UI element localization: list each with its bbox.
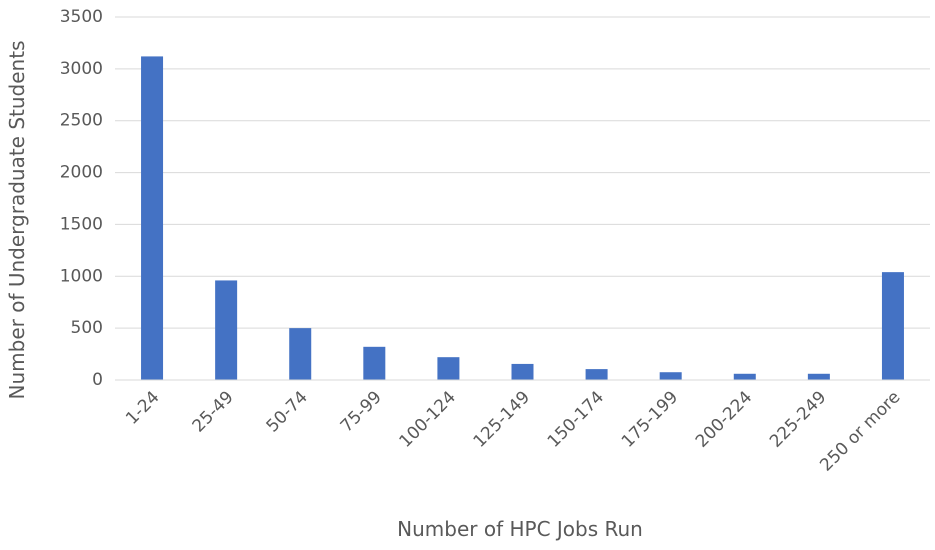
x-tick-label: 50-74	[263, 387, 312, 436]
y-tick-label: 3000	[60, 59, 103, 79]
bar	[437, 357, 460, 380]
bar	[807, 373, 830, 380]
y-tick-label: 1500	[60, 214, 103, 234]
x-tick-label: 225-249	[766, 387, 830, 451]
bar	[215, 280, 238, 380]
x-tick-label: 150-174	[544, 387, 608, 451]
y-tick-label: 2500	[60, 111, 103, 131]
x-tick-label: 175-199	[618, 387, 682, 451]
x-tick-label: 1-24	[122, 387, 163, 428]
bar	[733, 373, 756, 380]
x-tick-label: 75-99	[337, 387, 386, 436]
y-axis-title: Number of Undergraduate Students	[5, 41, 29, 400]
y-tick-label: 3500	[60, 7, 103, 27]
x-tick-label: 125-149	[470, 387, 534, 451]
bar	[511, 363, 534, 380]
x-tick-label: 100-124	[396, 387, 460, 451]
bar	[141, 56, 164, 380]
bar	[289, 328, 312, 380]
bar	[585, 369, 608, 380]
y-tick-label: 1000	[60, 266, 103, 286]
y-tick-label: 2000	[60, 163, 103, 183]
bar	[881, 272, 904, 380]
x-tick-label: 25-49	[189, 387, 238, 436]
y-tick-label: 0	[92, 370, 103, 390]
x-tick-label: 200-224	[692, 387, 756, 451]
x-tick-label: 250 or more	[816, 387, 904, 475]
x-axis-title: Number of HPC Jobs Run	[397, 517, 643, 541]
bar	[363, 346, 386, 380]
bar	[659, 372, 682, 380]
y-tick-label: 500	[71, 318, 103, 338]
